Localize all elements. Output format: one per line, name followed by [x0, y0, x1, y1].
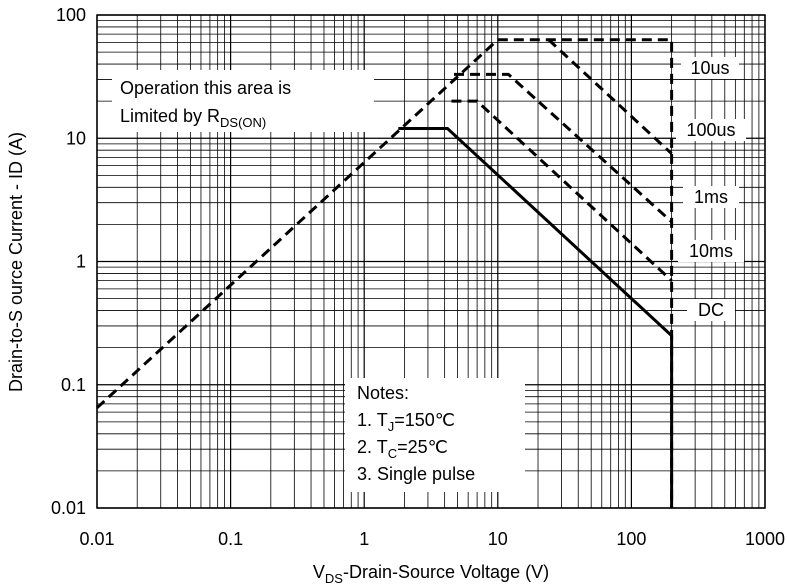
annotation-line: 1. TJ=150℃: [357, 410, 455, 434]
y-tick-label: 0.1: [61, 375, 86, 395]
label-box: [676, 119, 746, 141]
x-tick-label: 100: [616, 529, 646, 549]
annotation-line-run: Notes:: [357, 383, 409, 403]
annotation-line-run: 1. T: [357, 410, 388, 430]
y-tick-label: 0.01: [51, 498, 86, 518]
label-box: [687, 299, 735, 321]
annotation-line-run: 2. T: [357, 437, 388, 457]
annotation-line-run: Limited by R: [120, 106, 220, 126]
label-box: [678, 240, 744, 262]
soa-curve: [95, 38, 499, 409]
y-tick-label: 100: [56, 5, 86, 25]
series-label: 10ms: [689, 241, 733, 261]
annotation-line-run: J: [388, 419, 395, 434]
series-label: 10us: [690, 58, 729, 78]
soa-curve: [398, 126, 674, 508]
x-tick-label: 1000: [745, 529, 785, 549]
annotation-line-run: C: [388, 446, 397, 461]
x-tick-label: 0.1: [218, 529, 243, 549]
x-tick-label: 10: [488, 529, 508, 549]
annotation-line-run: =25℃: [397, 437, 448, 457]
annotation-line-run: Operation this area is: [120, 78, 291, 98]
soa-curve: [547, 38, 673, 155]
annotation-line: Notes:: [357, 383, 409, 403]
annotation-line-run: 3. Single pulse: [357, 464, 475, 484]
plot: 10us 100us 1ms 10ms DC: [95, 38, 746, 508]
label-box: [681, 57, 739, 79]
x-tick-label: 1: [359, 529, 369, 549]
x-axis-label: VDS-Drain-Source Voltage (V): [313, 562, 549, 585]
x-tick-label: 0.01: [79, 529, 114, 549]
x-axis-label-run: V: [313, 562, 325, 582]
annotation-line: Operation this area is: [120, 78, 291, 98]
y-axis-label: Drain-to-S ource Current - ID (A): [6, 132, 26, 392]
annotation-line: 2. TC=25℃: [357, 437, 448, 461]
annotation-line-run: =150℃: [394, 410, 455, 430]
annotation-line-run: DS(ON): [220, 115, 266, 130]
soa-curve: [451, 99, 673, 282]
plot-frame: [96, 14, 766, 509]
series-label: 100us: [686, 120, 735, 140]
annotation-line: Limited by RDS(ON): [120, 106, 266, 130]
y-tick-label: 1: [76, 252, 86, 272]
x-axis-label-run: DS: [325, 571, 343, 585]
series-label: 1ms: [694, 187, 728, 207]
x-axis-label-run: -Drain-Source Voltage (V): [343, 562, 549, 582]
series-label: DC: [698, 300, 724, 320]
annotation-box: [112, 70, 374, 132]
annotation-line: 3. Single pulse: [357, 464, 475, 484]
notes-box: [345, 378, 525, 492]
soa-curve: [453, 72, 673, 223]
label-box: [683, 186, 739, 208]
y-tick-label: 10: [66, 128, 86, 148]
